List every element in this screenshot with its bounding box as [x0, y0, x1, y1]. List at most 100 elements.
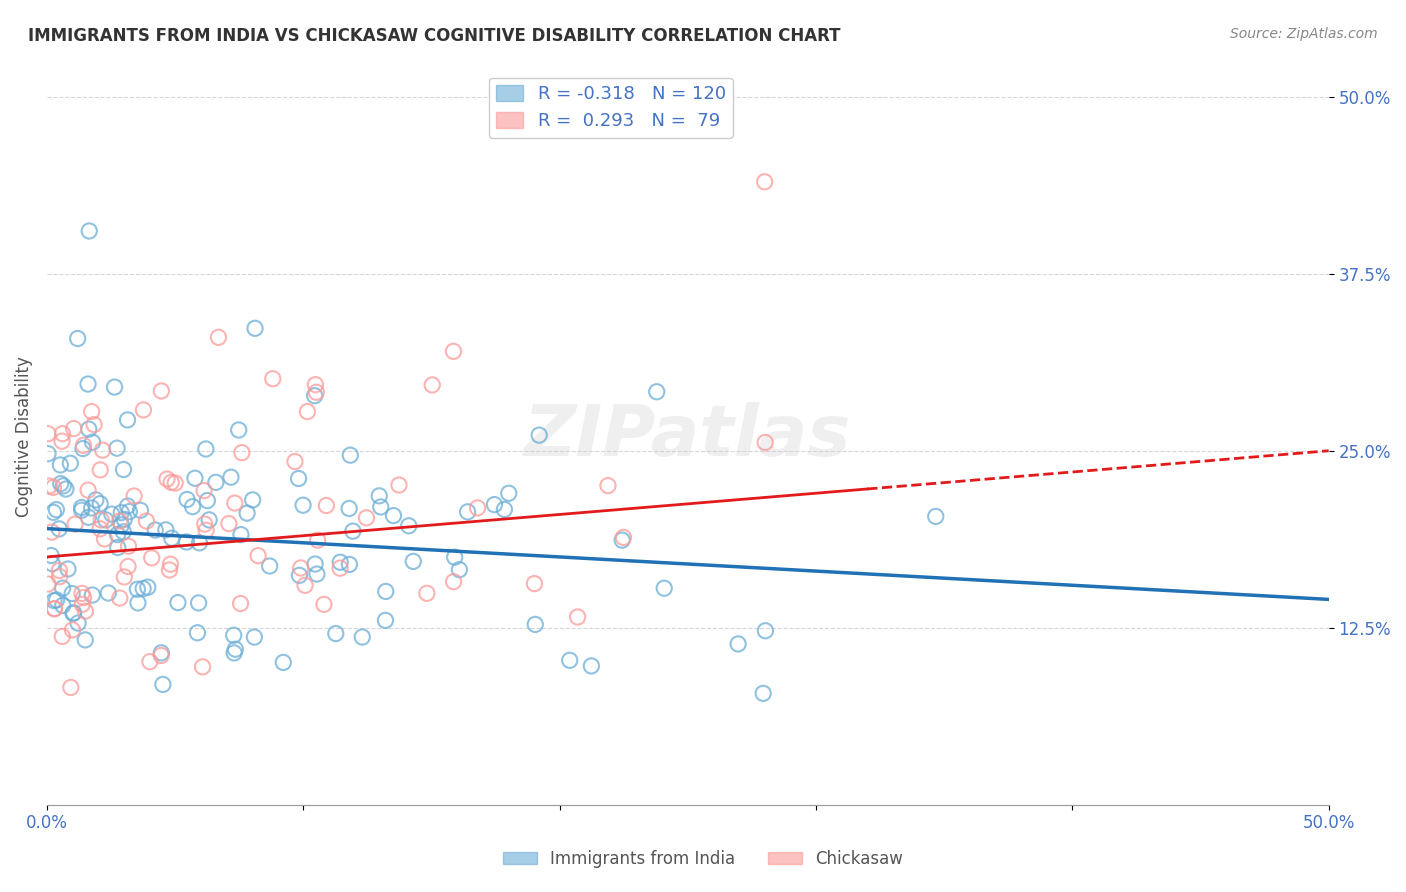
Point — [368, 489, 391, 503]
Point — [498, 486, 520, 500]
Point — [48, 564, 70, 578]
Point — [370, 500, 392, 514]
Point — [89, 522, 111, 536]
Point — [75, 604, 97, 618]
Point — [101, 507, 124, 521]
Point — [77, 377, 100, 392]
Point — [527, 428, 550, 442]
Point — [284, 454, 307, 468]
Point — [262, 372, 284, 386]
Point — [229, 597, 252, 611]
Point — [38, 479, 60, 493]
Point — [48, 569, 70, 583]
Point — [80, 404, 103, 418]
Point — [112, 524, 135, 539]
Point — [524, 617, 547, 632]
Point — [329, 555, 352, 569]
Point — [84, 492, 107, 507]
Point — [752, 686, 775, 700]
Point — [271, 656, 294, 670]
Point — [612, 530, 634, 544]
Point — [305, 385, 328, 400]
Point — [37, 577, 59, 591]
Point — [243, 321, 266, 335]
Point — [55, 482, 77, 496]
Point — [156, 472, 179, 486]
Point — [60, 586, 83, 600]
Point — [82, 588, 104, 602]
Point — [94, 513, 117, 527]
Point — [374, 613, 396, 627]
Point — [224, 496, 246, 510]
Point — [443, 550, 465, 565]
Point — [122, 489, 145, 503]
Point — [242, 492, 264, 507]
Point — [374, 584, 396, 599]
Point — [194, 442, 217, 456]
Point — [219, 470, 242, 484]
Point — [135, 514, 157, 528]
Point — [294, 578, 316, 592]
Point — [159, 558, 181, 572]
Point — [567, 610, 589, 624]
Point — [49, 458, 72, 472]
Point — [339, 448, 361, 462]
Legend: R = -0.318   N = 120, R =  0.293   N =  79: R = -0.318 N = 120, R = 0.293 N = 79 — [489, 78, 733, 137]
Point — [108, 514, 131, 528]
Point — [222, 628, 245, 642]
Point — [229, 527, 252, 541]
Point — [205, 475, 228, 490]
Point — [727, 637, 749, 651]
Point — [181, 500, 204, 514]
Point — [52, 599, 75, 613]
Point — [77, 224, 100, 238]
Point — [97, 586, 120, 600]
Point — [41, 525, 63, 540]
Point — [176, 492, 198, 507]
Point — [191, 660, 214, 674]
Point — [160, 475, 183, 490]
Point — [288, 568, 311, 582]
Point — [484, 498, 506, 512]
Point — [218, 516, 240, 531]
Point — [107, 527, 129, 541]
Point — [52, 479, 75, 493]
Point — [236, 506, 259, 520]
Point — [51, 426, 73, 441]
Point — [77, 510, 100, 524]
Point — [356, 511, 378, 525]
Point — [139, 655, 162, 669]
Point — [93, 532, 115, 546]
Point — [117, 499, 139, 513]
Point — [129, 503, 152, 517]
Point — [193, 483, 215, 498]
Point — [494, 502, 516, 516]
Point — [195, 493, 218, 508]
Point — [243, 630, 266, 644]
Point — [132, 582, 155, 596]
Point — [290, 561, 312, 575]
Point — [42, 505, 65, 519]
Point — [382, 508, 405, 523]
Point — [70, 500, 93, 515]
Point — [352, 630, 374, 644]
Point — [75, 632, 97, 647]
Point — [42, 593, 65, 607]
Point — [56, 562, 79, 576]
Point — [72, 442, 94, 456]
Point — [224, 642, 246, 657]
Point — [37, 426, 59, 441]
Point — [150, 384, 173, 398]
Y-axis label: Cognitive Disability: Cognitive Disability — [15, 356, 32, 517]
Point — [315, 499, 337, 513]
Point — [91, 443, 114, 458]
Point — [150, 646, 173, 660]
Point — [558, 653, 581, 667]
Point — [304, 389, 326, 403]
Point — [63, 517, 86, 532]
Point — [103, 380, 125, 394]
Point — [612, 533, 634, 548]
Point — [143, 523, 166, 537]
Point — [337, 501, 360, 516]
Point — [231, 445, 253, 459]
